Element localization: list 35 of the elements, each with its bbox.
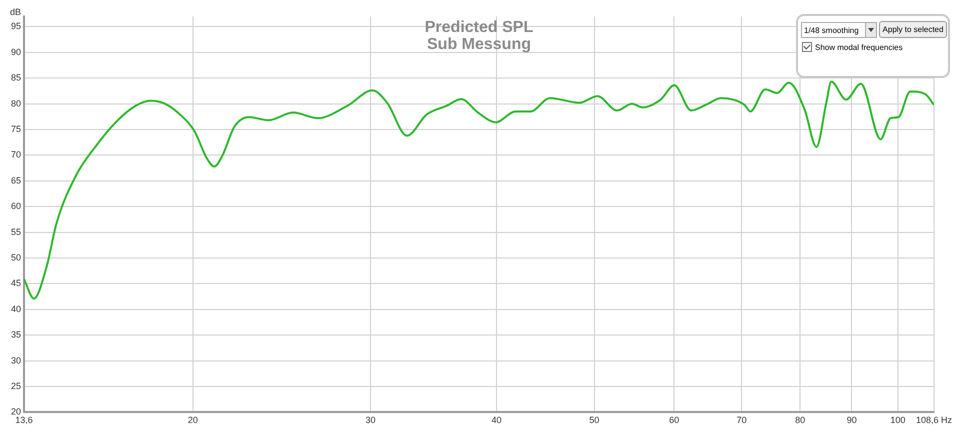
y-tick-label: 55 [10,226,22,237]
y-tick-label: 50 [10,252,22,262]
apply-button: Apply to selected [879,21,947,38]
smoothing-dropdown: 1/48 smoothing [801,22,877,38]
y-tick-label: 20 [10,406,22,417]
annotation: 1/48 smoothing [803,26,860,34]
chart-title: Predicted SPL [424,18,534,36]
x-tick-label: 30 [366,415,376,426]
x-tick-label: 108,6 Hz [916,415,952,426]
x-tick-label: 20 [188,415,198,426]
y-tick-label: 70 [10,150,22,160]
x-tick-label: 100 [890,415,906,426]
y-tick-label: 35 [10,330,22,340]
y-tick-label: 90 [10,46,22,57]
y-tick-label: 80 [10,98,22,108]
control-panel: 1/48 smoothing Apply to selected Show modal frequencies [796,14,950,78]
x-tick-label: 70 [736,415,747,426]
x-tick-label: 50 [589,415,600,426]
y-tick-label: 45 [10,278,22,288]
x-tick-label: 80 [795,415,806,426]
y-tick-label: 65 [10,175,22,186]
x-tick-label: 60 [669,415,680,426]
x-tick-label: 90 [846,415,857,426]
y-tick-label: 30 [10,355,22,366]
y-axis-title: dB [10,6,22,17]
y-tick-label: 85 [10,72,22,83]
y-tick-label: 40 [10,304,22,314]
annotation: Show modal frequencies [815,42,903,52]
y-tick-label: 60 [10,201,22,212]
x-tick-label: 13,6 [15,415,33,426]
x-tick-label: 40 [492,415,502,426]
y-tick-label: 95 [10,21,22,32]
y-tick-label: 25 [10,380,22,391]
y-tick-label: 75 [10,124,22,134]
text: Sub Messung [426,36,532,53]
